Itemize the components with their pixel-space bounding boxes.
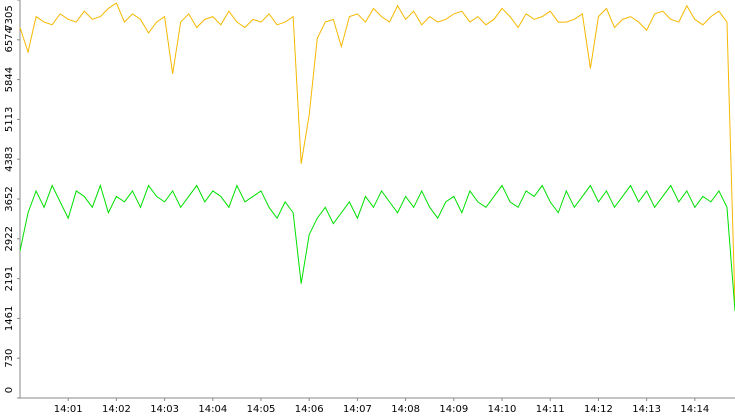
x-tick-label: 14:05 xyxy=(247,404,276,415)
x-tick-label: 14:08 xyxy=(391,404,420,415)
y-tick-label: 730 xyxy=(4,349,15,368)
x-tick-label: 14:01 xyxy=(54,404,83,415)
series-line xyxy=(19,2,735,306)
x-tick-label: 14:04 xyxy=(198,404,227,415)
x-tick-label: 14:14 xyxy=(680,404,709,415)
x-tick-label: 14:02 xyxy=(102,404,131,415)
y-tick-label: 2922 xyxy=(4,226,15,251)
x-tick-label: 14:07 xyxy=(343,404,372,415)
x-tick-label: 14:09 xyxy=(439,404,468,415)
y-tick-label: 2191 xyxy=(4,266,15,291)
y-tick-label: 4383 xyxy=(4,146,15,171)
y-tick-label: 0 xyxy=(4,387,15,393)
x-tick-label: 14:06 xyxy=(295,404,324,415)
y-tick-label: 6574 xyxy=(4,27,15,52)
x-tick-label: 14:13 xyxy=(632,404,661,415)
x-tick-label: 14:10 xyxy=(488,404,517,415)
y-tick-label: 5113 xyxy=(4,107,15,132)
series-line xyxy=(19,183,735,311)
x-tick-label: 14:12 xyxy=(584,404,613,415)
y-tick-label: 7305 xyxy=(4,5,15,30)
y-tick-label: 3652 xyxy=(4,186,15,211)
x-tick-label: 14:03 xyxy=(150,404,179,415)
y-tick-label: 5844 xyxy=(4,67,15,92)
x-tick-label: 14:11 xyxy=(536,404,565,415)
y-tick-label: 1461 xyxy=(4,306,15,331)
